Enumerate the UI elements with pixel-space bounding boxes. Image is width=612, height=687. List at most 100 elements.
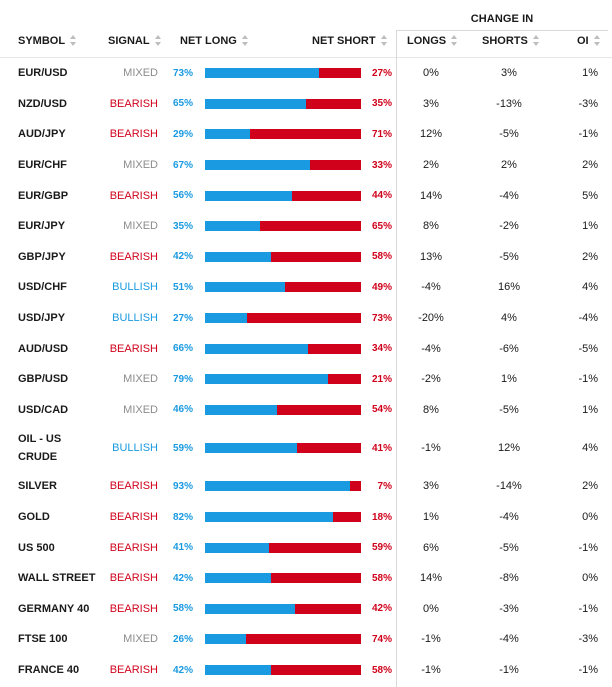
net-long-percent: 29% xyxy=(172,128,193,140)
symbol-link[interactable]: GBP/USD xyxy=(18,373,69,386)
signal-label: MIXED xyxy=(123,67,158,80)
sort-icon[interactable] xyxy=(154,35,162,47)
signal-label: BEARISH xyxy=(109,511,158,524)
symbol-link[interactable]: OIL - US CRUDE xyxy=(18,433,62,464)
net-position-bar xyxy=(205,313,361,324)
shorts-change: -5% xyxy=(499,403,519,416)
table-row[interactable]: US 500 BEARISH 41% 59% 6% -5% -1% xyxy=(0,532,612,563)
symbol-link[interactable]: US 500 xyxy=(18,541,55,554)
signal-label: BEARISH xyxy=(109,97,158,110)
table-row[interactable]: FTSE 100 MIXED 26% 74% -1% -4% -3% xyxy=(0,624,612,655)
table-row[interactable]: USD/JPY BULLISH 27% 73% -20% 4% -4% xyxy=(0,303,612,334)
net-long-percent: 73% xyxy=(172,67,193,79)
shorts-change: -1% xyxy=(499,664,519,677)
symbol-link[interactable]: NZD/USD xyxy=(18,97,67,110)
net-long-percent: 51% xyxy=(172,281,193,293)
net-long-percent: 79% xyxy=(172,373,193,385)
symbol-link[interactable]: EUR/JPY xyxy=(18,220,66,233)
table-row[interactable]: SILVER BEARISH 93% 7% 3% -14% 2% xyxy=(0,471,612,502)
sort-icon[interactable] xyxy=(380,35,388,47)
table-row[interactable]: OIL - US CRUDE BULLISH 59% 41% -1% 12% 4% xyxy=(0,425,612,471)
table-row[interactable]: AUD/USD BEARISH 66% 34% -4% -6% -5% xyxy=(0,333,612,364)
sort-icon[interactable] xyxy=(451,35,458,47)
net-long-fill xyxy=(205,251,271,262)
symbol-link[interactable]: EUR/USD xyxy=(18,67,68,80)
table-row[interactable]: EUR/JPY MIXED 35% 65% 8% -2% 1% xyxy=(0,211,612,242)
table-row[interactable]: EUR/CHF MIXED 67% 33% 2% 2% 2% xyxy=(0,150,612,181)
table-row[interactable]: FRANCE 40 BEARISH 42% 58% -1% -1% -1% xyxy=(0,655,612,686)
symbol-link[interactable]: AUD/JPY xyxy=(18,128,66,141)
sort-icon[interactable] xyxy=(593,35,601,47)
col-header-net-short[interactable]: NET SHORT xyxy=(312,35,388,47)
shorts-change: -4% xyxy=(499,511,519,524)
longs-change: 1% xyxy=(423,511,439,524)
net-short-percent: 49% xyxy=(371,281,392,293)
symbol-link[interactable]: USD/CAD xyxy=(18,403,69,416)
longs-change: 0% xyxy=(423,67,439,80)
symbol-link[interactable]: USD/JPY xyxy=(18,312,66,325)
longs-change: 0% xyxy=(423,602,439,615)
net-short-percent: 27% xyxy=(371,67,392,79)
oi-change: -1% xyxy=(578,664,598,677)
longs-change: -1% xyxy=(421,633,441,646)
col-header-longs[interactable]: LONGS xyxy=(407,35,458,47)
longs-change: 12% xyxy=(419,128,443,141)
longs-change: -1% xyxy=(421,442,441,455)
net-long-percent: 42% xyxy=(172,251,193,263)
shorts-change: 4% xyxy=(501,312,517,325)
col-header-longs-label: LONGS xyxy=(407,35,447,47)
net-position-bar xyxy=(205,282,361,293)
sort-icon[interactable] xyxy=(532,35,540,47)
symbol-link[interactable]: EUR/GBP xyxy=(18,189,69,202)
sort-icon[interactable] xyxy=(70,35,77,47)
net-position-bar xyxy=(205,404,361,415)
net-long-fill xyxy=(205,129,251,140)
net-long-percent: 42% xyxy=(172,572,193,584)
table-row[interactable]: GBP/JPY BEARISH 42% 58% 13% -5% 2% xyxy=(0,242,612,273)
table-row[interactable]: EUR/USD MIXED 73% 27% 0% 3% 1% xyxy=(0,58,612,89)
sort-icon[interactable] xyxy=(241,35,249,47)
net-short-percent: 18% xyxy=(371,511,392,523)
net-long-fill xyxy=(205,512,333,523)
symbol-link[interactable]: GOLD xyxy=(18,511,50,524)
symbol-link[interactable]: WALL STREET xyxy=(18,572,96,585)
col-header-net-long-label: NET LONG xyxy=(180,35,237,47)
net-short-percent: 65% xyxy=(371,220,392,232)
col-header-net-long[interactable]: NET LONG xyxy=(180,35,249,47)
signal-label: MIXED xyxy=(123,373,158,386)
col-header-oi[interactable]: OI xyxy=(577,35,601,47)
table-row[interactable]: WALL STREET BEARISH 42% 58% 14% -8% 0% xyxy=(0,563,612,594)
table-row[interactable]: GBP/USD MIXED 79% 21% -2% 1% -1% xyxy=(0,364,612,395)
net-position-bar xyxy=(205,443,361,454)
table-row[interactable]: USD/CHF BULLISH 51% 49% -4% 16% 4% xyxy=(0,272,612,303)
oi-change: 2% xyxy=(582,480,598,493)
oi-change: 5% xyxy=(582,189,598,202)
symbol-link[interactable]: GERMANY 40 xyxy=(18,602,90,615)
signal-label: MIXED xyxy=(123,220,158,233)
shorts-change: -13% xyxy=(496,97,522,110)
net-long-percent: 59% xyxy=(172,442,193,454)
symbol-link[interactable]: FTSE 100 xyxy=(18,633,68,646)
col-header-signal[interactable]: SIGNAL xyxy=(108,35,162,47)
table-row[interactable]: GERMANY 40 BEARISH 58% 42% 0% -3% -1% xyxy=(0,594,612,625)
table-row[interactable]: USD/CAD MIXED 46% 54% 8% -5% 1% xyxy=(0,395,612,426)
table-row[interactable]: NZD/USD BEARISH 65% 35% 3% -13% -3% xyxy=(0,89,612,120)
col-header-symbol[interactable]: SYMBOL xyxy=(18,35,77,47)
table-row[interactable]: AUD/JPY BEARISH 29% 71% 12% -5% -1% xyxy=(0,119,612,150)
symbol-link[interactable]: AUD/USD xyxy=(18,342,69,355)
symbol-link[interactable]: GBP/JPY xyxy=(18,250,66,263)
net-long-fill xyxy=(205,665,271,676)
net-position-bar xyxy=(205,634,361,645)
table-row[interactable]: EUR/GBP BEARISH 56% 44% 14% -4% 5% xyxy=(0,180,612,211)
col-header-shorts[interactable]: SHORTS xyxy=(482,35,540,47)
symbol-link[interactable]: EUR/CHF xyxy=(18,159,67,172)
oi-change: -1% xyxy=(578,373,598,386)
symbol-link[interactable]: USD/CHF xyxy=(18,281,67,294)
symbol-link[interactable]: SILVER xyxy=(18,480,57,493)
table-row[interactable]: GOLD BEARISH 82% 18% 1% -4% 0% xyxy=(0,502,612,533)
net-long-percent: 93% xyxy=(172,480,193,492)
col-header-signal-label: SIGNAL xyxy=(108,35,150,47)
change-in-divider xyxy=(396,30,397,687)
symbol-link[interactable]: FRANCE 40 xyxy=(18,664,80,677)
